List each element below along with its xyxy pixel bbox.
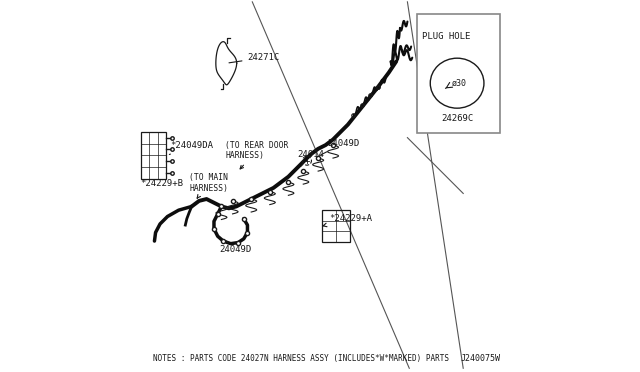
Text: 24049D: 24049D	[321, 139, 360, 155]
Bar	[417, 14, 500, 133]
Text: NOTES : PARTS CODE 24027N HARNESS ASSY (INCLUDES*W*MARKED) PARTS: NOTES : PARTS CODE 24027N HARNESS ASSY (…	[152, 355, 449, 363]
Text: *24229+A: *24229+A	[323, 214, 372, 227]
Text: PLUG HOLE: PLUG HOLE	[422, 32, 470, 41]
Text: *24229+B: *24229+B	[141, 179, 184, 187]
Text: (TO REAR DOOR
HARNESS): (TO REAR DOOR HARNESS)	[225, 141, 289, 169]
Bar	[141, 132, 166, 179]
Text: (TO MAIN
HARNESS): (TO MAIN HARNESS)	[189, 173, 228, 198]
Text: *24049DA: *24049DA	[170, 141, 214, 154]
Text: 24014: 24014	[297, 150, 324, 166]
Text: 24269C: 24269C	[441, 115, 473, 124]
Bar	[322, 210, 349, 242]
Text: 24049D: 24049D	[219, 241, 251, 254]
Text: ø30: ø30	[451, 79, 467, 88]
Text: J240075W: J240075W	[460, 355, 500, 363]
Text: 24271C: 24271C	[229, 53, 280, 63]
